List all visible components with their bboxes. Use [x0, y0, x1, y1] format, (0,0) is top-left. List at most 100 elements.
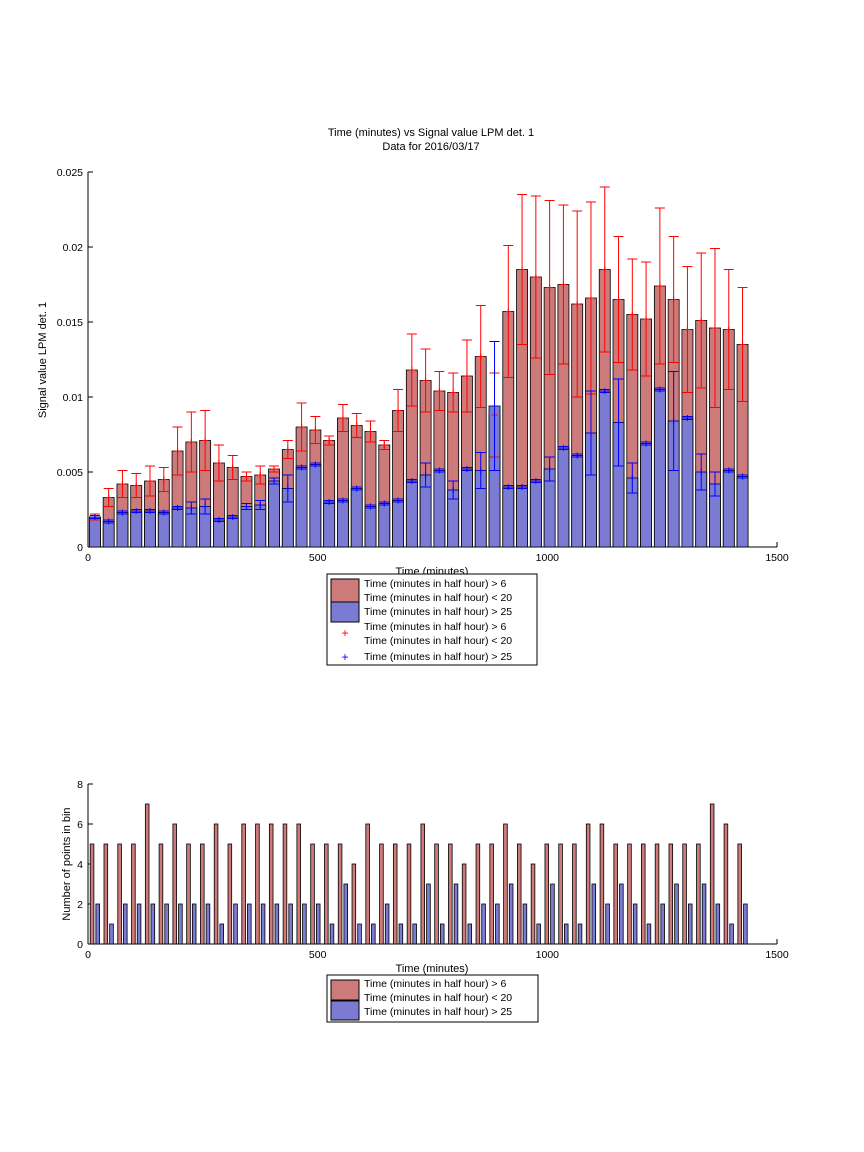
signal-marker-series-2 — [601, 388, 608, 394]
signal-bar-series-2 — [130, 510, 143, 548]
signal-bar-series-2 — [681, 417, 694, 548]
signal-marker-series-1 — [587, 295, 594, 301]
signal-marker-series-2 — [312, 461, 319, 468]
signal-marker-series-1 — [546, 284, 553, 291]
count-bar-series-1 — [503, 823, 508, 945]
count-bar-series-1 — [558, 843, 563, 945]
signal-marker-series-1 — [643, 316, 650, 322]
count-bar-series-2 — [536, 923, 541, 945]
count-bar-series-1 — [365, 823, 370, 945]
count-bar-series-1 — [131, 843, 136, 945]
signal-bar-series-2 — [557, 447, 570, 548]
signal-bar-series-2 — [226, 516, 239, 548]
signal-marker-series-2 — [684, 415, 691, 421]
signal-bar-series-2 — [640, 443, 653, 548]
count-bar-series-2 — [701, 883, 707, 945]
signal-marker-series-1 — [601, 266, 608, 273]
count-y-tick-label: 0 — [77, 939, 83, 951]
signal-marker-series-2 — [711, 481, 718, 487]
signal-marker-series-1 — [656, 283, 663, 289]
count-bar-series-1 — [351, 863, 357, 945]
count-legend-swatch-series-1 — [330, 979, 360, 1001]
count-bar-series-2 — [247, 903, 252, 945]
legend-swatch-series-1 — [330, 578, 360, 603]
count-bar-series-1 — [310, 843, 315, 945]
count-bar-series-1 — [723, 823, 729, 945]
signal-bar-series-2 — [516, 486, 528, 548]
signal-marker-series-1 — [202, 437, 209, 444]
signal-bar-series-2 — [295, 467, 308, 548]
count-bar-series-2 — [123, 903, 128, 945]
count-bar-series-2 — [660, 903, 665, 945]
signal-marker-series-1 — [574, 301, 581, 307]
legend-label-series-1-line-2: Time (minutes in half hour) < 20 — [364, 592, 512, 604]
count-bar-series-1 — [585, 823, 591, 945]
count-bar-series-1 — [241, 823, 246, 945]
signal-marker-series-1 — [477, 353, 484, 360]
signal-marker-series-2 — [147, 508, 154, 514]
count-bar-series-2 — [398, 923, 404, 945]
legend-marker-label-series-1-line-1: Time (minutes in half hour) > 6 — [364, 621, 506, 633]
count-bar-series-1 — [379, 843, 384, 945]
signal-marker-series-2 — [271, 478, 278, 484]
count-bar-series-2 — [453, 883, 459, 945]
signal-bar-series-2 — [337, 500, 349, 548]
signal-x-tick-label: 1500 — [765, 552, 789, 564]
count-bar-series-2 — [233, 903, 238, 945]
count-bar-series-2 — [136, 903, 142, 945]
signal-x-tick-label: 0 — [85, 552, 91, 564]
count-y-tick-label: 4 — [77, 859, 83, 871]
signal-marker-series-2 — [670, 418, 677, 424]
count-legend: Time (minutes in half hour) > 6 Time (mi… — [326, 974, 539, 1023]
signal-marker-series-1 — [670, 296, 677, 303]
signal-marker-series-2 — [119, 509, 126, 516]
legend-label-series-2: Time (minutes in half hour) > 25 — [364, 606, 512, 618]
signal-x-tick-label: 500 — [309, 552, 327, 564]
signal-marker-series-2 — [202, 503, 209, 510]
signal-marker-series-1 — [711, 325, 718, 331]
signal-bar-series-2 — [405, 480, 418, 548]
signal-marker-series-2 — [188, 505, 195, 511]
signal-marker-series-1 — [505, 308, 512, 315]
signal-legend-box — [326, 573, 538, 666]
count-bar-series-2 — [743, 903, 748, 945]
legend-marker-label-series-2: Time (minutes in half hour) > 25 — [364, 651, 512, 663]
count-bar-series-1 — [117, 843, 122, 945]
count-bar-series-1 — [599, 823, 605, 945]
count-bar-series-2 — [632, 903, 638, 945]
count-bar-series-1 — [627, 843, 632, 945]
signal-marker-series-1 — [739, 341, 746, 348]
count-plot-area: 0 500 1000 1500 0 2 4 6 8 — [77, 779, 789, 961]
count-bar-series-2 — [315, 903, 321, 945]
count-bar-series-2 — [371, 923, 376, 945]
count-bar-series-2 — [729, 923, 734, 945]
signal-bar-series-2 — [88, 516, 101, 548]
count-bar-series-2 — [481, 903, 486, 945]
signal-marker-series-1 — [560, 281, 567, 288]
count-bar-series-1 — [282, 823, 288, 945]
signal-bar-series-2 — [309, 464, 322, 548]
signal-bar-series-2 — [116, 512, 129, 548]
count-x-tick-label: 1500 — [765, 949, 789, 961]
signal-marker-series-1 — [532, 274, 539, 280]
count-bar-series-1 — [668, 843, 674, 945]
signal-marker-series-2 — [105, 518, 112, 525]
count-bar-series-2 — [288, 903, 293, 945]
count-bar-series-1 — [200, 843, 205, 945]
signal-marker-series-1 — [298, 424, 305, 430]
signal-marker-series-1 — [119, 481, 126, 487]
signal-marker-series-2 — [519, 484, 526, 490]
signal-plot-area: 0 500 1000 1500 0 0.005 0.01 0.015 0.02 0.025 — [57, 167, 789, 564]
count-bar-series-1 — [172, 823, 177, 945]
signal-marker-series-1 — [698, 317, 705, 324]
signal-marker-series-1 — [243, 473, 250, 480]
signal-bar-series-2 — [653, 389, 666, 548]
signal-marker-series-2 — [546, 466, 553, 472]
signal-marker-series-2 — [284, 485, 291, 492]
count-bar-series-2 — [205, 903, 211, 945]
count-legend-box — [326, 974, 539, 1023]
signal-bar-series-2 — [102, 521, 115, 548]
signal-bar-series-2 — [571, 455, 584, 548]
signal-marker-series-2 — [643, 440, 650, 447]
